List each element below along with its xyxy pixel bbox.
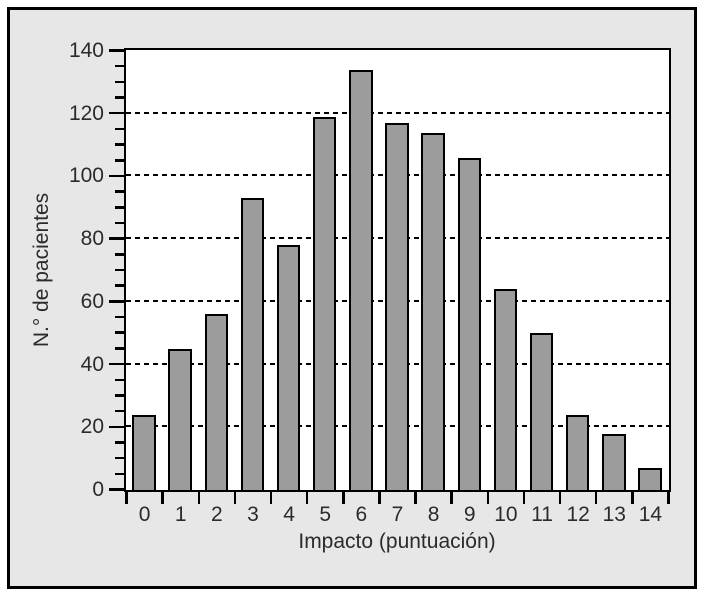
y-minor-tick-115	[115, 127, 126, 131]
bar-x11	[529, 333, 554, 490]
y-minor-tick-130	[115, 80, 126, 84]
y-minor-tick-50	[115, 331, 126, 334]
x-tick-label-2: 2	[210, 503, 223, 526]
x-tick-label-4: 4	[283, 503, 295, 526]
x-tick-label-5: 5	[319, 503, 332, 526]
bar-x3	[240, 198, 265, 490]
y-axis-title: N.° de pacientes	[30, 192, 53, 348]
x-tick-15	[667, 492, 670, 504]
y-minor-tick-55	[115, 315, 126, 319]
bar-x8	[421, 133, 445, 490]
gridline-y120	[126, 111, 669, 114]
x-tick-label-7: 7	[391, 503, 404, 526]
x-tick-label-0: 0	[138, 503, 151, 526]
y-tick-label-120: 120	[68, 101, 104, 125]
y-major-tick-40	[109, 362, 126, 366]
x-tick-12	[558, 492, 562, 504]
y-minor-tick-125	[115, 96, 126, 99]
x-tick-label-14: 14	[638, 503, 663, 526]
bar-x13	[602, 434, 626, 490]
x-tick-0	[125, 492, 128, 504]
y-minor-tick-15	[115, 441, 126, 444]
y-minor-tick-90	[115, 206, 126, 209]
y-major-tick-80	[109, 237, 126, 240]
y-minor-tick-110	[115, 143, 126, 146]
y-tick-label-40: 40	[80, 352, 104, 376]
y-minor-tick-45	[115, 347, 126, 350]
bar-x6	[349, 70, 373, 490]
y-tick-label-80: 80	[80, 227, 104, 251]
y-major-tick-120	[109, 111, 126, 115]
x-tick-label-1: 1	[174, 503, 187, 526]
x-tick-label-8: 8	[427, 503, 440, 526]
x-tick-11	[522, 492, 526, 504]
x-tick-5	[305, 492, 309, 504]
x-tick-8	[414, 492, 417, 504]
x-tick-14	[631, 492, 634, 504]
bar-x7	[385, 123, 409, 490]
y-tick-label-20: 20	[80, 415, 104, 439]
x-tick-label-6: 6	[355, 503, 368, 526]
y-minor-tick-10	[115, 456, 126, 460]
x-tick-label-11: 11	[531, 503, 553, 526]
x-axis-title: Impacto (puntuación)	[298, 530, 496, 553]
bar-x2	[204, 314, 229, 490]
bar-x12	[565, 415, 590, 490]
y-minor-tick-95	[115, 190, 126, 193]
x-tick-9	[450, 492, 453, 504]
x-tick-label-13: 13	[602, 503, 626, 526]
bar-x4	[276, 245, 301, 490]
y-minor-tick-25	[115, 409, 126, 413]
x-tick-4	[269, 492, 273, 504]
x-tick-6	[342, 492, 345, 504]
bar-x0	[132, 415, 156, 490]
bar-x14	[638, 468, 662, 490]
y-minor-tick-65	[115, 284, 126, 287]
bar-x1	[168, 349, 192, 490]
bar-x9	[457, 158, 482, 490]
y-major-tick-100	[109, 174, 126, 178]
x-tick-label-10: 10	[494, 503, 518, 526]
x-tick-3	[233, 492, 237, 504]
y-major-tick-0	[109, 488, 126, 491]
plot-area	[124, 48, 671, 492]
bar-x10	[493, 289, 518, 490]
x-tick-10	[486, 492, 490, 504]
y-minor-tick-105	[115, 159, 126, 162]
y-minor-tick-5	[115, 472, 126, 476]
y-minor-tick-135	[115, 64, 126, 68]
y-minor-tick-85	[115, 221, 126, 225]
y-minor-tick-30	[115, 394, 126, 397]
y-minor-tick-35	[115, 378, 126, 381]
y-tick-label-100: 100	[68, 164, 104, 188]
x-tick-label-9: 9	[463, 503, 476, 526]
x-tick-1	[161, 492, 164, 504]
x-tick-13	[594, 492, 598, 504]
plot-canvas	[126, 50, 669, 490]
y-tick-label-60: 60	[80, 289, 104, 313]
y-major-tick-140	[109, 49, 126, 52]
bar-x5	[312, 117, 337, 490]
y-minor-tick-70	[115, 268, 126, 272]
x-tick-label-3: 3	[247, 503, 259, 526]
y-tick-label-0: 0	[92, 478, 104, 501]
x-tick-2	[197, 492, 201, 504]
y-major-tick-60	[109, 300, 126, 303]
y-major-tick-20	[109, 425, 126, 429]
y-minor-tick-75	[115, 253, 126, 256]
x-tick-7	[378, 492, 381, 504]
y-tick-label-140: 140	[68, 39, 104, 62]
x-tick-label-12: 12	[566, 503, 590, 526]
